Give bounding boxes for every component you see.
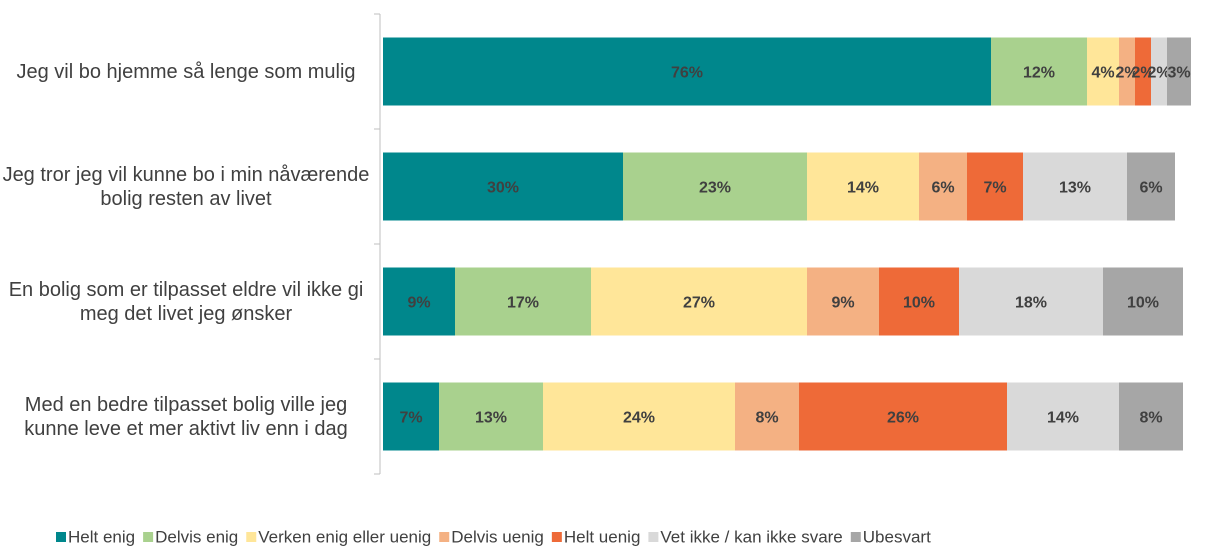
bar-segment xyxy=(919,152,967,221)
data-label: 18% xyxy=(1015,295,1047,312)
legend-label: Delvis uenig xyxy=(451,527,544,546)
bar-segment xyxy=(1103,267,1183,336)
bar-segment xyxy=(735,382,799,451)
data-label: 13% xyxy=(475,410,507,427)
data-label: 7% xyxy=(399,410,422,427)
data-label: 12% xyxy=(1023,65,1055,82)
bar-segment xyxy=(799,382,1007,451)
legend-swatch xyxy=(143,532,154,542)
data-label: 10% xyxy=(1127,295,1159,312)
bar-segment xyxy=(1087,37,1119,106)
bar-segment xyxy=(1119,382,1183,451)
bar-segment xyxy=(439,382,543,451)
bar-segment xyxy=(1127,152,1175,221)
bar-segment xyxy=(383,152,623,221)
legend-swatch xyxy=(551,532,562,542)
bar-segment xyxy=(1151,37,1167,106)
data-label: 4% xyxy=(1091,65,1114,82)
category-label: Jeg tror jeg vil kunne bo i min nåværend… xyxy=(2,163,370,210)
bar-segment xyxy=(1023,152,1127,221)
data-label: 10% xyxy=(903,295,935,312)
data-label: 9% xyxy=(407,295,430,312)
data-label: 6% xyxy=(931,180,954,197)
legend-label: Verken enig eller uenig xyxy=(258,527,431,546)
data-label: 26% xyxy=(887,410,919,427)
data-label: 8% xyxy=(1139,410,1162,427)
data-label: 2% xyxy=(1115,65,1138,82)
data-label: 2% xyxy=(1147,65,1170,82)
category-label: Jeg vil bo hjemme så lenge som mulig xyxy=(16,60,356,83)
bar-segment xyxy=(967,152,1023,221)
data-label: 9% xyxy=(831,295,854,312)
legend-label: Vet ikke / kan ikke svare xyxy=(660,527,842,546)
legend-swatch xyxy=(246,532,257,542)
bar-segment xyxy=(591,267,807,336)
bar-segment xyxy=(455,267,591,336)
legend-label: Helt enig xyxy=(68,527,135,546)
bar-segment xyxy=(807,152,919,221)
bar-segment xyxy=(879,267,959,336)
data-label: 23% xyxy=(699,180,731,197)
bar-segment xyxy=(1167,37,1191,106)
data-label: 13% xyxy=(1059,180,1091,197)
bar-segment xyxy=(807,267,879,336)
bar-segment xyxy=(1119,37,1135,106)
bar-segment xyxy=(1007,382,1119,451)
bar-segment xyxy=(383,37,991,106)
data-label: 17% xyxy=(507,295,539,312)
category-label: Med en bedre tilpasset bolig ville jeg k… xyxy=(24,393,348,440)
category-label: En bolig som er tilpasset eldre vil ikke… xyxy=(8,278,364,325)
data-label: 76% xyxy=(671,65,703,82)
bar-segment xyxy=(991,37,1087,106)
data-label: 2% xyxy=(1131,65,1154,82)
bar-segment xyxy=(959,267,1103,336)
legend-swatch xyxy=(850,532,861,542)
data-label: 30% xyxy=(487,180,519,197)
legend-swatch xyxy=(439,532,450,542)
data-label: 7% xyxy=(983,180,1006,197)
bar-segment xyxy=(383,382,439,451)
data-label: 14% xyxy=(1047,410,1079,427)
bar-segment xyxy=(1135,37,1151,106)
bar-segment xyxy=(383,267,455,336)
legend-label: Delvis enig xyxy=(155,527,238,546)
data-label: 6% xyxy=(1139,180,1162,197)
data-label: 8% xyxy=(755,410,778,427)
legend-swatch xyxy=(648,532,659,542)
bar-segment xyxy=(543,382,735,451)
data-label: 24% xyxy=(623,410,655,427)
legend-label: Helt uenig xyxy=(564,527,641,546)
legend-swatch xyxy=(56,532,66,542)
bar-segment xyxy=(623,152,807,221)
data-label: 27% xyxy=(683,295,715,312)
data-label: 14% xyxy=(847,180,879,197)
data-label: 3% xyxy=(1167,65,1190,82)
legend-label: Ubesvart xyxy=(863,527,931,546)
